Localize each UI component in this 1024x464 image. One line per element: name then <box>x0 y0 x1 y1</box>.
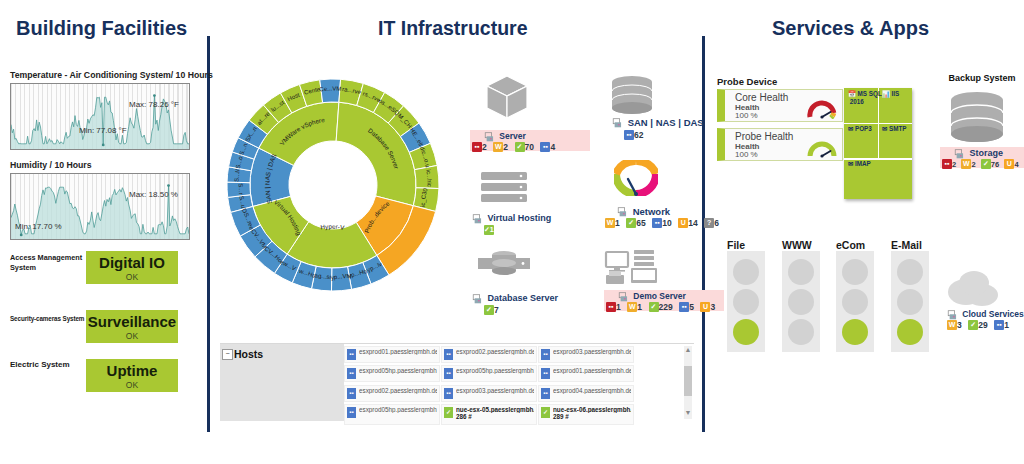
svg-text:Dat...res: Dat...res <box>227 79 271 126</box>
